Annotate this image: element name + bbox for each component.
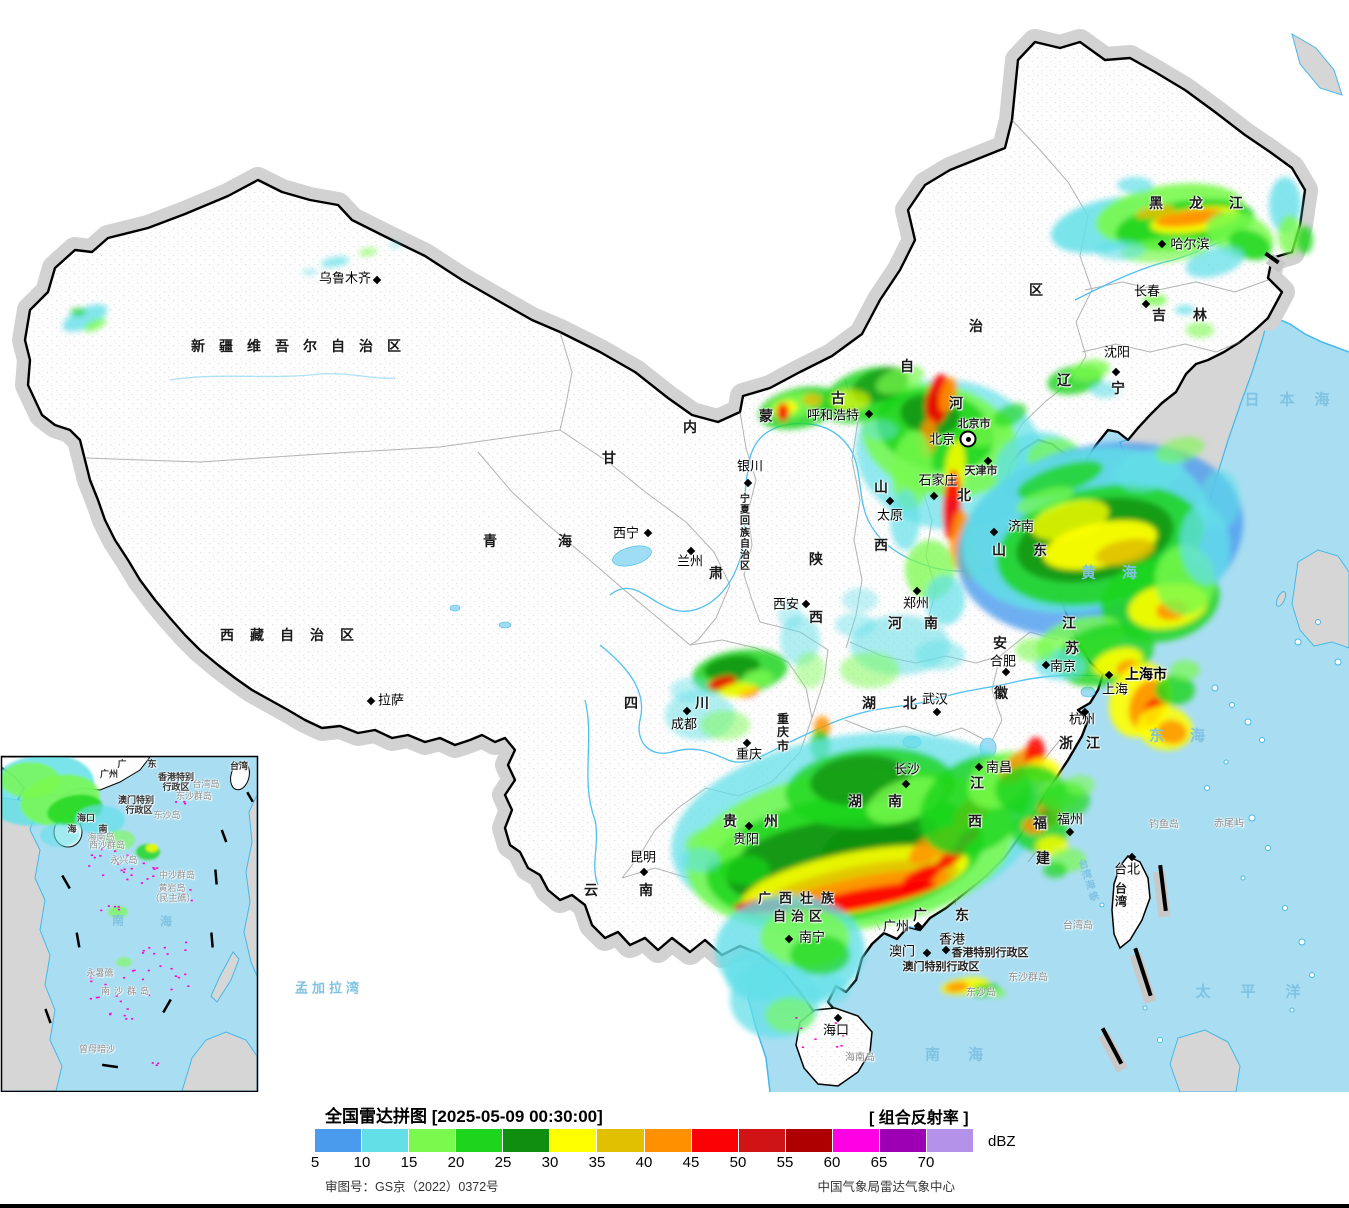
color-swatch [362, 1129, 409, 1152]
inset-island-marks [88, 801, 193, 1067]
offshore-islands [1099, 619, 1342, 1043]
scale-tick: 65 [870, 1154, 888, 1171]
scale-tick: 70 [917, 1154, 935, 1171]
boundary-dashes [1098, 251, 1286, 1073]
tsushima-island [1275, 591, 1287, 607]
color-swatch [738, 1129, 785, 1152]
map-canvas [0, 0, 1349, 1092]
color-swatch [550, 1129, 597, 1152]
scale-tick: 15 [400, 1154, 418, 1171]
color-swatch [644, 1129, 691, 1152]
island-marks [795, 1017, 845, 1049]
inset-philippines [243, 794, 258, 977]
color-swatch [879, 1129, 927, 1152]
scale-tick: 40 [635, 1154, 653, 1171]
scale-tick: 20 [447, 1154, 465, 1171]
color-swatch [597, 1129, 644, 1152]
inset-taiwan [230, 761, 250, 791]
scale-tick: 30 [541, 1154, 559, 1171]
taiwan-island [1111, 855, 1151, 950]
scale-tick: 10 [353, 1154, 371, 1171]
color-swatch [691, 1129, 738, 1152]
inset-palawan [210, 951, 240, 1003]
color-scale [315, 1129, 974, 1152]
legend-panel: 全国雷达拼图 [2025-05-09 00:30:00] [ 组合反射率 ] d… [0, 1092, 1349, 1204]
approval-number: 审图号：GS京（2022）0372号 [325, 1180, 499, 1194]
map-title: 全国雷达拼图 [2025-05-09 00:30:00] [325, 1107, 603, 1126]
scale-tick: 45 [682, 1154, 700, 1171]
color-swatch [503, 1129, 550, 1152]
color-swatch [456, 1129, 503, 1152]
scale-tick: 55 [776, 1154, 794, 1171]
kyushu-island [1291, 549, 1349, 649]
scale-tick: 5 [310, 1154, 320, 1171]
scale-tick: 25 [494, 1154, 512, 1171]
scale-tick: 50 [729, 1154, 747, 1171]
product-label: [ 组合反射率 ] [869, 1110, 969, 1127]
color-swatch [927, 1129, 974, 1152]
scale-tick: 35 [588, 1154, 606, 1171]
color-swatch [785, 1129, 832, 1152]
inset-nine-dash-line [44, 791, 254, 1069]
radar-echoes [62, 177, 1313, 1038]
inset-radar-echoes [1, 756, 160, 967]
inset-map [0, 755, 259, 1092]
luzon-island [1169, 1029, 1241, 1092]
radar-map: 新疆维吾尔自治区 西藏自治区青海甘肃内蒙古自治区陕西山西河北山东河南江苏安徽湖北浙… [0, 0, 1349, 1092]
credit-label: 中国气象局雷达气象中心 [817, 1180, 955, 1194]
color-swatch [409, 1129, 456, 1152]
sakhalin-strip [1291, 32, 1343, 96]
unit-label: dBZ [988, 1133, 1016, 1150]
scale-tick: 60 [823, 1154, 841, 1171]
hainan-island [795, 1007, 873, 1087]
color-swatch [832, 1129, 879, 1152]
color-swatch [315, 1129, 362, 1152]
inset-frame [0, 755, 259, 1092]
